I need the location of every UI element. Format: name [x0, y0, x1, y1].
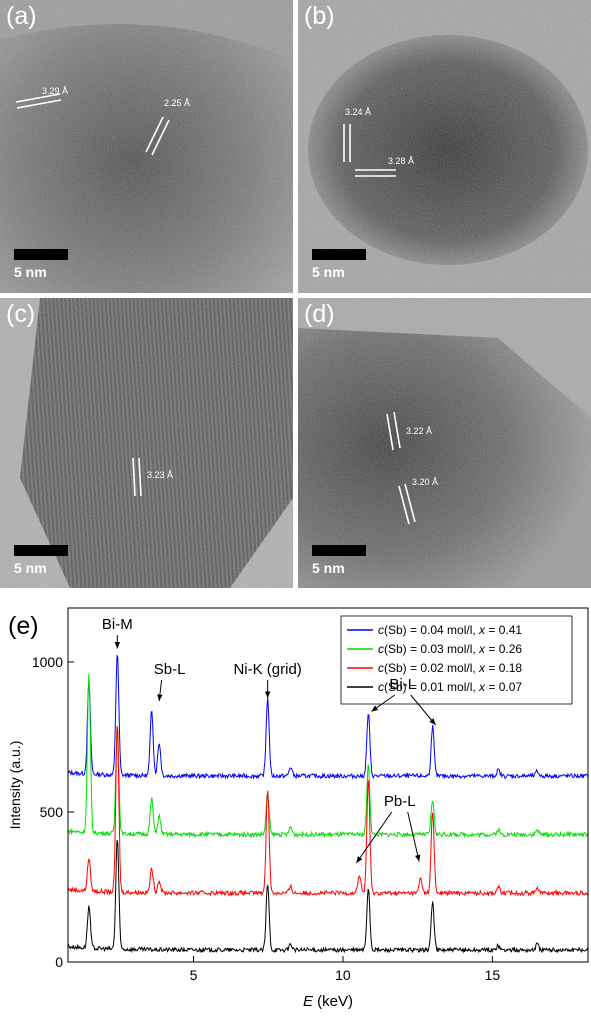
- annotation-arrowhead-3: [264, 691, 271, 698]
- panel-label-a: (a): [6, 2, 37, 30]
- y-tick-label-3: 1000: [32, 654, 63, 670]
- scale-label-b: 5 nm: [312, 264, 345, 280]
- panel-label-d: (d): [304, 300, 335, 328]
- tem-image-d: [298, 298, 591, 588]
- panel-label-b: (b): [304, 2, 335, 30]
- tem-panel-c: (c) 3.23 Å 5 nm: [0, 298, 293, 588]
- scale-bar-b: [312, 249, 366, 260]
- scale-label-c: 5 nm: [14, 560, 47, 576]
- x-axis-label: E (keV): [303, 993, 353, 1010]
- annotation-label-1: Bi-M: [102, 616, 133, 633]
- scale-bar-c: [14, 545, 68, 556]
- tem-panel-a: (a) 3.29 Å 2.25 Å 5 nm: [0, 0, 293, 293]
- spacing-label-b2: 3.28 Å: [388, 156, 415, 166]
- tem-panel-d: (d) 3.22 Å 3.20 Å 5 nm: [298, 298, 591, 588]
- scale-label-a: 5 nm: [14, 264, 47, 280]
- annotation-arrow-5: [410, 694, 436, 726]
- spacing-label-c1: 3.23 Å: [147, 470, 174, 480]
- spacing-label-d2: 3.20 Å: [412, 477, 439, 487]
- series-line-3: [67, 725, 589, 897]
- annotation-arrowhead-5: [429, 718, 436, 725]
- tem-image-a: [0, 0, 293, 293]
- annotation-arrowhead-7: [415, 854, 421, 862]
- x-tick-label-1: 5: [190, 967, 198, 983]
- legend-box: [340, 615, 573, 705]
- annotation-label-3: Ni-K (grid): [233, 661, 301, 678]
- scale-bar-a: [14, 249, 68, 260]
- scale-bar-d: [312, 545, 366, 556]
- annotation-arrowhead-1: [114, 642, 121, 649]
- x-tick-label-3: 15: [485, 967, 501, 983]
- spacing-label-b1: 3.24 Å: [345, 107, 372, 117]
- panel-label-c: (c): [6, 300, 36, 328]
- y-tick-label-2: 500: [40, 804, 64, 820]
- annotation-arrow-6: [355, 811, 393, 864]
- series-line-4: [67, 839, 589, 954]
- legend-entry-4: c(Sb) = 0.01 mol/l, x = 0.07: [378, 680, 522, 694]
- annotation-label-4: Bi-L: [389, 676, 416, 693]
- x-tick-label-2: 10: [335, 967, 351, 983]
- annotation-arrow-7: [407, 811, 420, 862]
- annotation-arrowhead-4: [371, 705, 379, 712]
- y-axis-label: Intensity (a.u.): [7, 741, 23, 830]
- spacing-label-d1: 3.22 Å: [406, 426, 433, 436]
- tem-panel-b: (b) 3.24 Å 3.28 Å 5 nm: [298, 0, 591, 293]
- annotation-arrowhead-6: [356, 856, 363, 863]
- spacing-label-a1: 3.29 Å: [42, 86, 69, 96]
- tem-image-c: [0, 298, 293, 588]
- legend-entry-2: c(Sb) = 0.03 mol/l, x = 0.26: [378, 642, 522, 656]
- annotation-label-2: Sb-L: [154, 661, 186, 678]
- legend-entry-3: c(Sb) = 0.02 mol/l, x = 0.18: [378, 661, 522, 675]
- panel-label-e: (e): [8, 612, 39, 640]
- tem-image-b: [298, 0, 591, 293]
- scale-label-d: 5 nm: [312, 560, 345, 576]
- spacing-label-a2: 2.25 Å: [164, 98, 191, 108]
- series-line-2: [67, 674, 589, 839]
- series-line-1: [67, 654, 589, 780]
- edx-spectrum-chart: (e) 5 10 15 0 500 1000 E (keV) Intensity (a.u.) c…: [7, 607, 589, 1010]
- y-tick-label-1: 0: [55, 954, 63, 970]
- annotation-label-6: Pb-L: [384, 793, 416, 810]
- plot-frame: [67, 607, 589, 963]
- annotation-arrowhead-2: [157, 694, 163, 701]
- legend-entry-1: c(Sb) = 0.04 mol/l, x = 0.41: [378, 623, 522, 637]
